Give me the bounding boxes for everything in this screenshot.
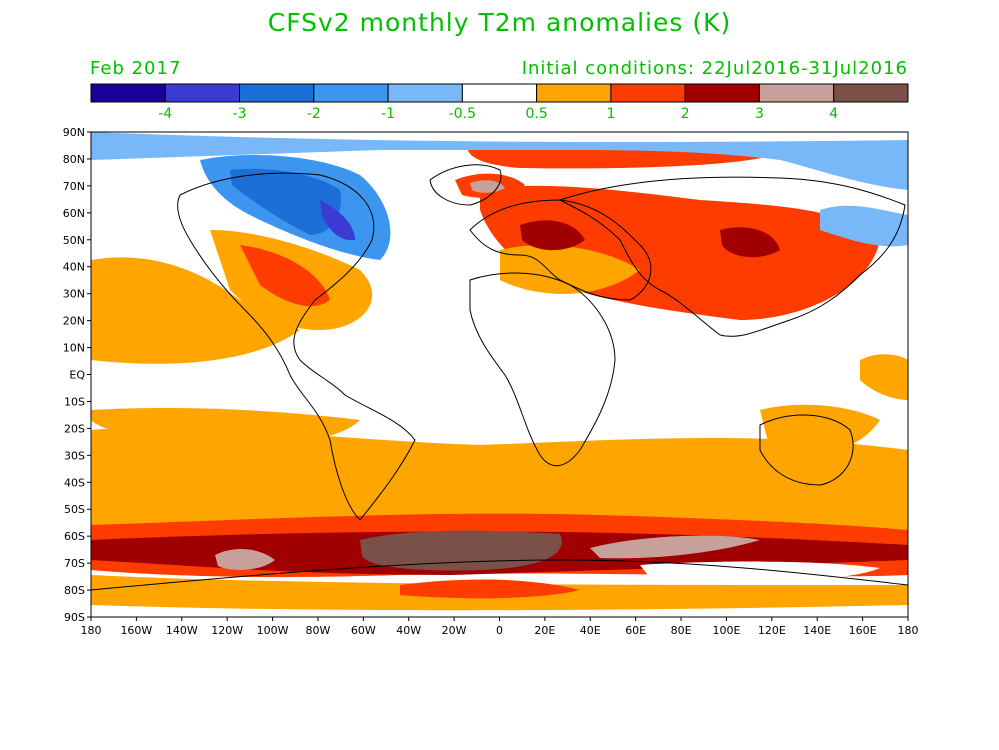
lon-label: 160E	[849, 624, 877, 637]
east-antarctic-pink	[590, 535, 760, 559]
australia-warm	[760, 404, 880, 454]
longitude-axis: 180 160W 140W 120W 100W 80W 60W 40W 20W 0 20E 40E 60…	[81, 617, 919, 637]
anomaly-fields	[91, 132, 908, 611]
initial-conditions: Initial conditions: 22Jul2016-31Jul2016	[521, 58, 908, 79]
asia-outline	[558, 176, 906, 337]
latitude-axis: 90N 80N 70N 60N 50N 40N 30N 20N 10N EQ 10S 20S 30S 40…	[63, 126, 91, 624]
lon-label: 60E	[625, 624, 646, 637]
lon-label: 180	[81, 624, 102, 637]
lat-label: 10S	[64, 395, 85, 408]
arctic-blue	[91, 132, 908, 190]
lat-label: EQ	[69, 369, 85, 382]
lat-label: 30N	[63, 288, 85, 301]
west-pacific-warm	[860, 354, 908, 400]
colorbar-swatch	[610, 83, 686, 103]
lon-label: 140W	[166, 624, 198, 637]
colorbar: -4 -3 -2 -1 -0.5 0.5 1 2 3 4	[90, 83, 909, 122]
lat-label: 20S	[64, 422, 85, 435]
colorbar-swatch	[164, 83, 241, 103]
canada-dark-blue	[230, 168, 341, 235]
lat-label: 60S	[64, 530, 85, 543]
lat-label: 50N	[63, 234, 85, 247]
eastern-europe-dark	[520, 220, 585, 251]
colorbar-swatch	[313, 83, 389, 103]
lon-label: 180	[898, 624, 919, 637]
middle-east-warm	[500, 245, 640, 294]
africa-outline	[469, 272, 616, 467]
us-red	[240, 245, 330, 307]
lat-label: 70S	[64, 557, 85, 570]
lon-label: 120W	[211, 624, 243, 637]
lat-label: 30S	[64, 449, 85, 462]
lat-label: 40N	[63, 261, 85, 274]
map-title: CFSv2 monthly T2m anomalies (K)	[267, 8, 732, 37]
colorbar-label: -0.5	[449, 106, 476, 122]
lon-label: 100E	[712, 624, 740, 637]
australia-outline	[759, 414, 854, 486]
colorbar-swatch	[833, 83, 909, 103]
colorbar-label: 3	[755, 106, 764, 122]
colorbar-label: 0.5	[526, 106, 548, 122]
americas-outline	[177, 172, 416, 521]
colorbar-swatch	[90, 83, 166, 103]
colorbar-swatch	[684, 83, 760, 103]
lat-label: 80N	[63, 153, 85, 166]
colorbar-swatch	[536, 83, 612, 103]
colorbar-label: 1	[606, 106, 615, 122]
lat-label: 10N	[63, 342, 85, 355]
coastlines	[90, 164, 909, 591]
colorbar-swatch	[758, 83, 835, 103]
lon-label: 20W	[442, 624, 467, 637]
colorbar-label: -4	[158, 106, 172, 122]
lon-label: 60W	[351, 624, 376, 637]
valid-month: Feb 2017	[90, 58, 182, 79]
lon-label: 20E	[534, 624, 555, 637]
southern-warm-band	[91, 446, 908, 520]
hudson-bay-blue	[320, 200, 355, 241]
colorbar-label: -2	[307, 106, 321, 122]
lat-label: 80S	[64, 584, 85, 597]
colorbar-label: 4	[829, 106, 838, 122]
lat-label: 70N	[63, 180, 85, 193]
lon-label: 100W	[257, 624, 289, 637]
antarctic-interior-red	[400, 579, 580, 599]
lon-label: 120E	[758, 624, 786, 637]
colorbar-label: 2	[681, 106, 690, 122]
lat-label: 90N	[63, 126, 85, 139]
antarctica-outline	[90, 559, 909, 591]
colorbar-swatch	[387, 83, 463, 103]
central-asia-dark	[720, 227, 780, 258]
lon-label: 40W	[396, 624, 421, 637]
pacific-pink	[215, 548, 275, 570]
north-pacific-warm	[91, 257, 300, 364]
west-pacific-blue	[820, 205, 908, 247]
lon-label: 80E	[671, 624, 692, 637]
lat-label: 60N	[63, 207, 85, 220]
lon-label: 40E	[580, 624, 601, 637]
east-antarctica-white	[640, 561, 880, 583]
lon-label: 160W	[120, 624, 152, 637]
colorbar-label: -3	[233, 106, 247, 122]
lat-label: 50S	[64, 503, 85, 516]
lat-label: 20N	[63, 315, 85, 328]
colorbar-swatch	[461, 83, 538, 103]
lat-label: 40S	[64, 476, 85, 489]
map-area	[90, 131, 909, 618]
lon-label: 80W	[306, 624, 331, 637]
south-pacific-warm	[91, 408, 360, 447]
greenland-outline	[429, 164, 502, 206]
lat-label: 90S	[64, 611, 85, 624]
colorbar-label: -1	[381, 106, 395, 122]
lon-label: 0	[496, 624, 503, 637]
colorbar-swatch	[239, 83, 315, 103]
lon-label: 140E	[803, 624, 831, 637]
